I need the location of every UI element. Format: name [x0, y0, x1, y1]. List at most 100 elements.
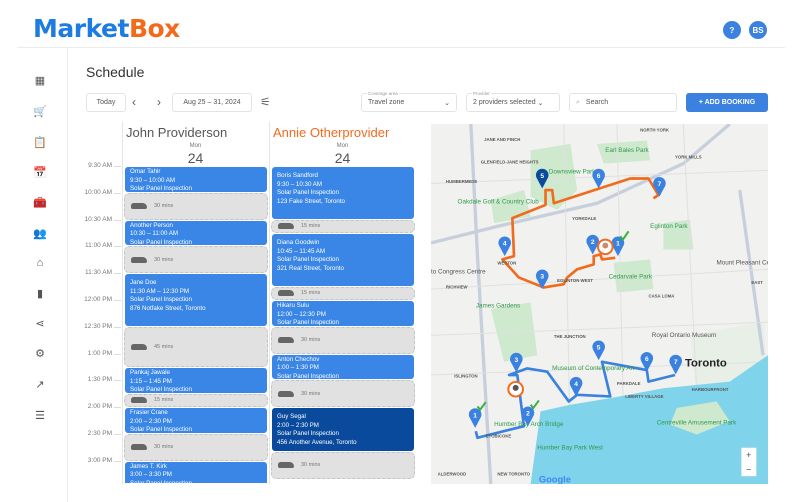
- map-place-label: THE JUNCTION: [554, 334, 586, 339]
- booking-address: 456 Another Avenue, Toronto: [277, 438, 357, 446]
- filter-sliders-icon[interactable]: ⚟: [260, 95, 271, 109]
- booking-event[interactable]: Pankaj Jawale 1:15 – 1:45 PM Solar Panel I…: [124, 367, 268, 394]
- booking-address: 321 Real Street, Toronto: [277, 264, 344, 272]
- map-place-label: Toronto: [685, 358, 727, 370]
- booking-name: Boris Sandford: [277, 172, 318, 179]
- add-booking-button[interactable]: + ADD BOOKING: [686, 93, 768, 112]
- booking-event[interactable]: Jane Doe 11:30 AM – 12:30 PM Solar Panel I…: [124, 273, 268, 327]
- route-stop-pin[interactable]: 7: [669, 354, 683, 375]
- booking-address: 876 Notfake Street, Toronto: [130, 304, 206, 312]
- today-button[interactable]: Today: [86, 93, 126, 112]
- route-stop-pin[interactable]: 2: [521, 406, 535, 427]
- dashboard-icon[interactable]: ▦: [34, 74, 46, 87]
- booking-event[interactable]: Frasier Crane 2:00 – 2:30 PM Solar Panel I…: [124, 407, 268, 434]
- toolbox-icon[interactable]: 🧰: [33, 196, 47, 209]
- booking-service: Solar Panel Inspection: [130, 238, 192, 246]
- clipboard-icon[interactable]: 📋: [33, 136, 47, 149]
- booking-name: Jane Doe: [130, 279, 157, 287]
- booking-time: 1:15 – 1:45 PM: [130, 377, 172, 385]
- cart-icon[interactable]: 🛒: [33, 105, 47, 118]
- booking-event[interactable]: Omar Tahir 9:30 – 10:00 AM Solar Panel Ins…: [124, 166, 268, 193]
- bar-chart-icon[interactable]: ▮: [36, 287, 44, 300]
- booking-service: Solar Panel Inspection: [277, 372, 339, 380]
- route-stop-pin[interactable]: 4: [569, 376, 583, 397]
- help-button[interactable]: ?: [723, 21, 741, 39]
- search-input[interactable]: ⌕ Search: [569, 93, 677, 112]
- route-stop-pin[interactable]: 5: [535, 168, 549, 189]
- pin-number: 1: [616, 241, 620, 248]
- park-areas: [490, 140, 768, 395]
- marketbox-logo[interactable]: MarketBox: [33, 14, 180, 43]
- provider-value: 2 providers selected: [473, 99, 536, 106]
- map-place-label: ETOBICOKE: [486, 434, 512, 439]
- map-place-label: Museum of Contemporary Art: [552, 365, 635, 372]
- booking-time: 11:30 AM – 12:30 PM: [130, 287, 190, 295]
- route-stop-pin[interactable]: 2: [586, 234, 600, 255]
- booking-event[interactable]: Anton Chechov 1:00 – 1:30 PM Solar Panel I…: [271, 353, 415, 381]
- car-icon: [131, 397, 147, 404]
- car-icon: [131, 444, 147, 451]
- route-stop-pin[interactable]: 5: [592, 340, 605, 361]
- provider-select[interactable]: Provider 2 providers selected ⌄: [466, 91, 560, 112]
- prev-week-button[interactable]: ‹: [132, 95, 136, 109]
- car-icon: [131, 203, 147, 210]
- route-stop-pin[interactable]: 7: [653, 177, 666, 197]
- time-label: 2:00 PM: [87, 403, 112, 411]
- share-icon[interactable]: ⋖: [35, 317, 45, 330]
- people-icon[interactable]: 👥: [33, 227, 47, 240]
- booking-time: 10:30 – 11:00 AM: [130, 230, 179, 238]
- booking-name: Guy Segal: [277, 413, 306, 421]
- time-gridline: [114, 380, 121, 382]
- coverage-area-select[interactable]: Coverage area Travel zone ⌄: [361, 91, 457, 112]
- booking-event[interactable]: Diana Goodwin 10:45 – 11:45 AM Solar Panel…: [271, 233, 415, 287]
- booking-name: Diana Goodwin: [277, 239, 320, 246]
- route-stop-pin[interactable]: 3: [535, 269, 549, 290]
- route-stop-pin[interactable]: 1: [468, 408, 482, 428]
- travel-duration: 15 mins: [154, 397, 174, 404]
- map-place-label: PARKDALE: [617, 381, 641, 386]
- map-canvas[interactable]: NORTH YORK Earl Bales Park YORK MILLS JANE …: [431, 124, 768, 484]
- google-logo: Google: [539, 474, 571, 484]
- route-stop-pin[interactable]: 6: [640, 352, 654, 372]
- travel-time-block: 45 mins: [124, 326, 268, 367]
- time-gridline: [114, 460, 121, 462]
- route-stop-pin[interactable]: 4: [498, 236, 512, 257]
- travel-time-block: 30 mins: [271, 380, 415, 408]
- travel-time-block: 30 mins: [271, 326, 415, 354]
- external-link-icon[interactable]: ↗: [35, 378, 45, 391]
- date-range-picker[interactable]: Aug 25 – 31, 2024: [172, 93, 252, 112]
- chevron-down-icon: ⌄: [444, 99, 450, 107]
- route-stop-pin[interactable]: 1: [611, 236, 625, 257]
- search-placeholder: Search: [585, 99, 609, 106]
- streets: [431, 124, 768, 455]
- user-avatar[interactable]: BS: [749, 21, 767, 39]
- zoom-in-button[interactable]: +: [746, 450, 751, 460]
- route-map[interactable]: NORTH YORK Earl Bales Park YORK MILLS JANE …: [431, 124, 768, 484]
- booking-event[interactable]: Hikaru Sulu 12:00 – 12:30 PM Solar Panel I…: [271, 300, 415, 327]
- booking-event[interactable]: Guy Segal 2:00 – 2:30 PM Solar Panel Inspe…: [271, 407, 415, 452]
- map-place-label: Mount Pleasant Cemetery, Cre: [717, 259, 768, 266]
- booking-event[interactable]: Another Person 10:30 – 11:00 AM Solar Pane…: [124, 219, 268, 247]
- route-stop-pin[interactable]: 3: [510, 352, 523, 373]
- map-place-label: James Gardens: [476, 302, 520, 309]
- house-icon[interactable]: ⌂: [36, 257, 44, 269]
- car-icon: [131, 256, 147, 263]
- map-place-label: Earl Bales Park: [605, 147, 649, 154]
- time-label: 11:00 AM: [85, 242, 112, 250]
- time-label: 11:30 AM: [85, 269, 112, 277]
- booking-service: Solar Panel Inspection: [130, 426, 192, 434]
- list-icon[interactable]: ☰: [35, 409, 45, 422]
- booking-event[interactable]: Boris Sandford 9:30 – 10:30 AM Solar Panel…: [271, 166, 415, 220]
- car-icon: [131, 343, 147, 350]
- next-week-button[interactable]: ›: [157, 95, 161, 109]
- route-stop-pin[interactable]: 6: [592, 168, 605, 189]
- completed-check-icons: [476, 230, 630, 412]
- pin-number: 7: [658, 181, 662, 188]
- zoom-out-button[interactable]: −: [746, 464, 751, 474]
- pin-number: 1: [473, 412, 477, 419]
- calendar-icon[interactable]: 📅: [33, 166, 47, 179]
- gear-icon[interactable]: ⚙: [35, 347, 45, 360]
- time-label: 10:00 AM: [84, 188, 112, 196]
- pin-number: 3: [514, 357, 518, 364]
